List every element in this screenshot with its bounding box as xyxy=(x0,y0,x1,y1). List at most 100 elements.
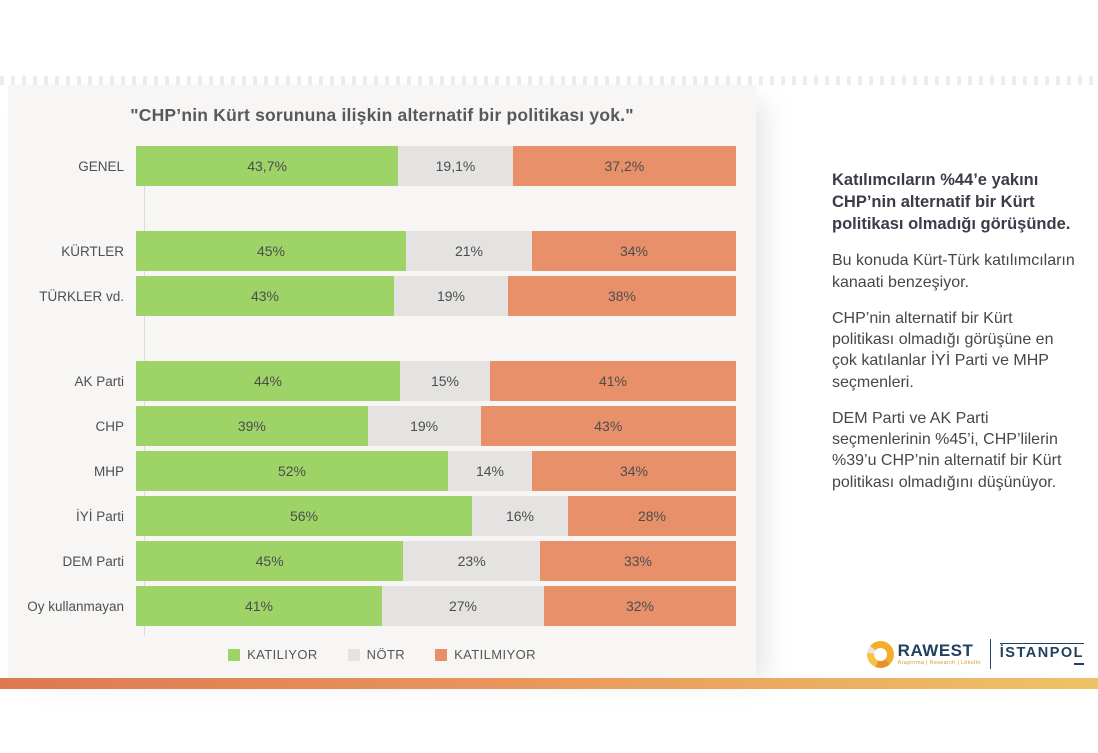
bar-value-label: 52% xyxy=(277,463,307,479)
row-label: GENEL xyxy=(78,158,124,174)
commentary-paragraph: DEM Parti ve AK Parti seçmenlerinin %45’… xyxy=(832,409,1062,491)
istanpol-wordmark: İSTANPOL xyxy=(999,643,1084,661)
chart-row: DEM Parti 45% 23% 33% xyxy=(8,541,756,581)
legend-label: KATILIYOR xyxy=(247,647,318,662)
bar-segment-katilmiyor: 43% xyxy=(480,406,737,446)
row-bar: 41% 27% 32% xyxy=(136,586,736,626)
row-label: DEM Parti xyxy=(62,553,124,569)
bar-value-label: 39% xyxy=(237,418,266,434)
bar-value-label: 19% xyxy=(410,418,439,434)
bar-value-label: 34% xyxy=(619,463,649,479)
bar-segment-katilmiyor: 41% xyxy=(490,361,736,401)
legend-label: NÖTR xyxy=(366,647,406,662)
legend-item-katiliyor: KATILIYOR xyxy=(228,647,318,662)
bar-value-label: 38% xyxy=(607,288,637,304)
row-bar: 39% 19% 43% xyxy=(136,406,737,446)
commentary-paragraph: Bu konuda Kürt-Türk katılımcıların kanaa… xyxy=(832,252,1075,291)
row-label: MHP xyxy=(94,463,124,479)
bar-segment-katiliyor: 39% xyxy=(136,406,368,446)
chart-row: TÜRKLER vd. 43% 19% 38% xyxy=(8,276,756,316)
bar-value-label: 34% xyxy=(619,243,649,259)
bar-segment-katilmiyor: 37,2% xyxy=(512,146,736,186)
bar-value-label: 16% xyxy=(505,508,535,524)
accent-gradient-bar xyxy=(0,678,1098,689)
bar-value-label: 45% xyxy=(255,553,284,569)
bar-segment-katiliyor: 56% xyxy=(136,496,472,536)
footer-logos: RAWEST Araştırma | Research | Lêkolîn İS… xyxy=(866,633,1084,675)
bar-segment-notr: 15% xyxy=(400,361,490,401)
legend-swatch-katilmiyor xyxy=(435,648,448,661)
bar-segment-katiliyor: 43% xyxy=(136,276,394,316)
bar-value-label: 21% xyxy=(454,243,484,259)
bar-segment-katilmiyor: 38% xyxy=(508,276,736,316)
chart-row: MHP 52% 14% 34% xyxy=(8,451,756,491)
bar-segment-notr: 27% xyxy=(382,586,544,626)
rawest-wordmark: RAWEST xyxy=(897,640,974,660)
row-label: TÜRKLER vd. xyxy=(39,288,124,304)
bar-segment-katiliyor: 45% xyxy=(136,541,404,581)
bar-value-label: 15% xyxy=(430,373,460,389)
bar-segment-katilmiyor: 34% xyxy=(532,231,736,271)
istanpol-underline xyxy=(1074,662,1084,665)
bar-value-label: 43% xyxy=(594,418,623,434)
bar-segment-notr: 19% xyxy=(367,406,481,446)
commentary-paragraphs: Bu konuda Kürt-Türk katılımcıların kanaa… xyxy=(832,250,1078,493)
bar-value-label: 14% xyxy=(475,463,505,479)
legend-item-notr: NÖTR xyxy=(347,647,406,662)
row-bar: 45% 23% 33% xyxy=(136,541,737,581)
logo-divider xyxy=(989,639,991,669)
bar-value-label: 23% xyxy=(457,553,486,569)
bar-segment-katilmiyor: 28% xyxy=(568,496,736,536)
row-label: KÜRTLER xyxy=(61,243,124,259)
legend-label: KATILMIYOR xyxy=(454,647,536,662)
commentary-panel: Katılımcıların %44’e yakını CHP’nin alte… xyxy=(832,170,1078,508)
commentary-paragraph: CHP’nin alternatif bir Kürt politikası o… xyxy=(832,309,1054,391)
bar-value-label: 27% xyxy=(448,598,478,614)
bar-value-label: 19,1% xyxy=(435,158,476,174)
bar-segment-katiliyor: 43,7% xyxy=(136,146,399,186)
bar-value-label: 41% xyxy=(244,598,274,614)
chart-row: İYİ Parti 56% 16% 28% xyxy=(8,496,756,536)
chart-row: CHP 39% 19% 43% xyxy=(8,406,756,446)
legend-swatch-notr xyxy=(347,648,360,661)
bar-value-label: 45% xyxy=(256,243,286,259)
row-label: Oy kullanmayan xyxy=(27,598,124,614)
bar-segment-katiliyor: 45% xyxy=(136,231,406,271)
bar-segment-notr: 21% xyxy=(406,231,532,271)
bar-value-label: 33% xyxy=(623,553,652,569)
bar-segment-notr: 14% xyxy=(448,451,532,491)
row-bar: 44% 15% 41% xyxy=(136,361,736,401)
chart-rows: GENEL 43,7% 19,1% 37,2% KÜRTLER 45% 21% 34% … xyxy=(8,146,756,631)
chart-row: AK Parti 44% 15% 41% xyxy=(8,361,756,401)
rawest-tagline: Araştırma | Research | Lêkolîn xyxy=(897,659,981,666)
row-label: AK Parti xyxy=(74,373,124,389)
bar-segment-katiliyor: 52% xyxy=(136,451,448,491)
bar-segment-notr: 23% xyxy=(403,541,540,581)
istanpol-logo: İSTANPOL xyxy=(999,643,1084,665)
chart-row: KÜRTLER 45% 21% 34% xyxy=(8,231,756,271)
bar-value-label: 37,2% xyxy=(604,158,645,174)
chart-row: Oy kullanmayan 41% 27% 32% xyxy=(8,586,756,626)
bar-value-label: 44% xyxy=(253,373,283,389)
bar-segment-notr: 19% xyxy=(394,276,508,316)
bar-segment-katiliyor: 44% xyxy=(136,361,400,401)
legend-swatch-katiliyor xyxy=(228,648,241,661)
row-label: İYİ Parti xyxy=(75,508,124,524)
row-bar: 56% 16% 28% xyxy=(136,496,736,536)
perforated-edge-decoration xyxy=(0,76,1098,85)
bar-segment-katilmiyor: 34% xyxy=(532,451,736,491)
row-label: CHP xyxy=(95,418,124,434)
bar-value-label: 43,7% xyxy=(247,158,287,174)
bar-value-label: 43% xyxy=(250,288,280,304)
chart-title: "CHP’nin Kürt sorununa ilişkin alternati… xyxy=(130,105,634,125)
rawest-logo: RAWEST Araştırma | Research | Lêkolîn xyxy=(866,640,981,668)
rawest-ring-icon xyxy=(866,640,894,668)
row-bar: 45% 21% 34% xyxy=(136,231,736,271)
chart-row: GENEL 43,7% 19,1% 37,2% xyxy=(8,146,756,186)
rawest-text: RAWEST Araştırma | Research | Lêkolîn xyxy=(898,642,981,667)
row-bar: 43% 19% 38% xyxy=(136,276,736,316)
chart-panel: "CHP’nin Kürt sorununa ilişkin alternati… xyxy=(8,85,756,678)
bar-value-label: 41% xyxy=(598,373,628,389)
chart-legend: KATILIYOR NÖTR KATILMIYOR xyxy=(8,647,756,662)
